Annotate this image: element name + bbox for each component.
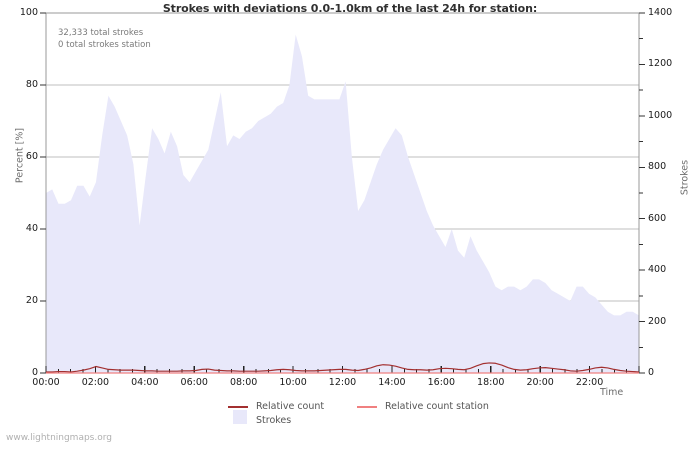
legend-label-relative-count: Relative count: [256, 401, 325, 412]
legend-swatch-relative-count: [228, 406, 248, 408]
y-axis-label-right: Strokes: [679, 159, 691, 196]
x-tick-0600: 06:00: [180, 377, 208, 388]
footer-watermark: www.lightningmaps.org: [6, 433, 112, 443]
y-tick-right-200: 200: [648, 315, 667, 327]
y-tick-right-1000: 1000: [648, 109, 673, 121]
annotation-total-strokes-station: 0 total strokes station: [58, 40, 151, 50]
x-tick-1800: 18:00: [477, 377, 505, 388]
x-tick-1600: 16:00: [427, 377, 456, 388]
x-axis-label: Time: [600, 387, 624, 398]
legend-label-strokes: Strokes: [256, 415, 292, 426]
legend-label-relative-count-station: Relative count station: [385, 401, 489, 412]
x-tick-0400: 04:00: [131, 377, 159, 388]
y-tick-right-800: 800: [648, 161, 667, 173]
x-tick-0800: 08:00: [229, 377, 258, 388]
y-tick-right-600: 600: [648, 212, 667, 224]
y-tick-right-400: 400: [648, 264, 667, 276]
annotation-total-strokes: 32,333 total strokes: [58, 28, 144, 38]
y-tick-left-20: 20: [25, 295, 38, 306]
y-tick-right-1400: 1400: [648, 7, 673, 18]
x-tick-1000: 10:00: [279, 377, 307, 388]
y-tick-left-40: 40: [25, 223, 38, 234]
legend-swatch-strokes: [233, 410, 247, 424]
y-tick-left-100: 100: [19, 7, 38, 18]
x-tick-2000: 20:00: [526, 377, 554, 388]
y-tick-right-1200: 1200: [648, 58, 673, 70]
y-tick-left-60: 60: [25, 151, 38, 162]
x-tick-0200: 02:00: [81, 377, 110, 388]
legend-swatch-relative-count-station: [357, 406, 377, 408]
chart-title: Strokes with deviations 0.0-1.0km of the…: [162, 2, 538, 15]
y-tick-left-80: 80: [25, 79, 38, 90]
y-tick-right-0: 0: [648, 367, 655, 378]
x-tick-2200: 22:00: [575, 377, 604, 388]
y-tick-left-0: 0: [31, 367, 38, 378]
x-tick-1400: 14:00: [378, 377, 406, 388]
x-tick-0000: 00:00: [32, 377, 60, 388]
x-tick-1200: 12:00: [328, 377, 357, 388]
